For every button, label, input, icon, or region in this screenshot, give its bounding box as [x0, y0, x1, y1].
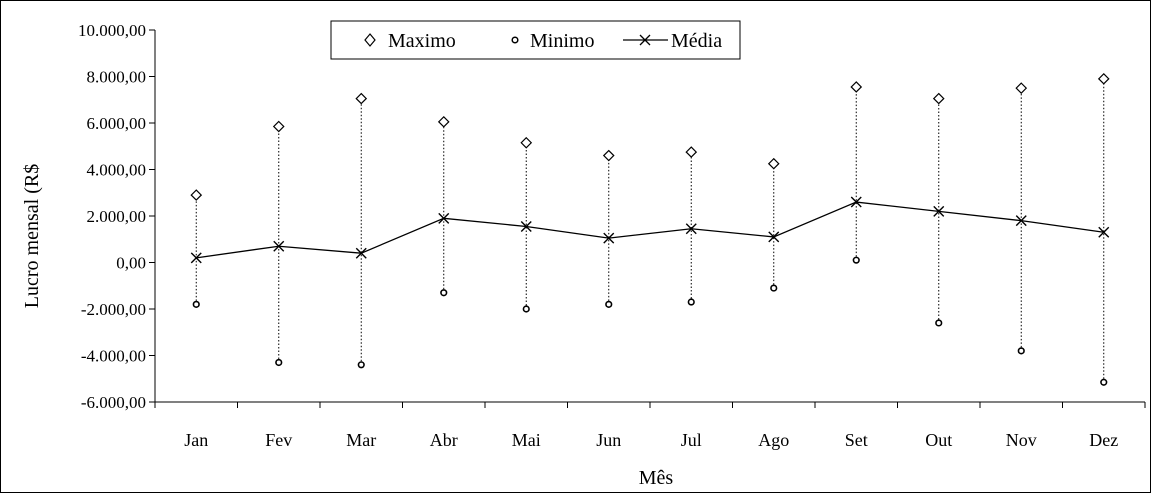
media-point	[768, 231, 780, 243]
maximo-point	[850, 81, 863, 93]
maximo-point	[1097, 72, 1110, 85]
y-tick-label: 10.000,00	[78, 21, 146, 40]
media-point	[1015, 215, 1027, 227]
x-tick-label: Jun	[596, 430, 621, 450]
media-line	[196, 201, 1104, 259]
y-tick-label: 8.000,00	[87, 68, 147, 87]
media-point	[603, 232, 615, 244]
x-tick-label: Jul	[681, 430, 702, 450]
maximo-point	[1015, 82, 1028, 94]
y-tick-label: -4.000,00	[81, 347, 146, 366]
legend: Maximo Minimo Média	[330, 20, 741, 60]
minimo-point	[522, 305, 530, 313]
y-tick-label: 4.000,00	[87, 161, 147, 180]
y-ticks: -6.000,00 -4.000,00 -2.000,00 0,00 2.000,00 4…	[78, 21, 155, 412]
legend-x-icon	[639, 34, 651, 46]
minimo-point	[192, 300, 200, 308]
media-point	[933, 205, 945, 217]
y-tick-label: 6.000,00	[87, 114, 147, 133]
x-tick-label: Abr	[430, 430, 458, 450]
y-tick-label: -2.000,00	[81, 300, 146, 319]
maximo-point	[190, 189, 203, 201]
legend-label-minimo: Minimo	[530, 30, 594, 52]
media-series	[190, 196, 1110, 264]
minimo-point	[770, 284, 778, 292]
maximo-point	[602, 149, 615, 162]
y-tick-label: 2.000,00	[87, 207, 147, 226]
media-point	[685, 223, 697, 235]
maximo-point	[685, 146, 698, 158]
x-tick-label: Out	[925, 430, 952, 450]
minimo-point	[275, 358, 283, 367]
y-tick-label: 0,00	[116, 254, 146, 273]
minimo-point	[605, 300, 613, 308]
x-axis-title: Mês	[639, 467, 674, 489]
minimo-series	[192, 256, 1108, 386]
maximo-point	[520, 136, 533, 149]
range-lines	[195, 78, 1105, 383]
legend-circle-icon	[511, 36, 519, 44]
legend-label-maximo: Maximo	[388, 30, 456, 52]
y-tick-label: -6.000,00	[81, 393, 146, 412]
x-tick-label: Nov	[1006, 430, 1037, 450]
x-tick-label: Ago	[758, 430, 789, 450]
minimo-point	[357, 361, 365, 369]
media-point	[190, 252, 202, 264]
x-tick-label: Fev	[265, 430, 292, 450]
media-point	[1098, 226, 1110, 238]
minimo-point	[935, 319, 943, 327]
axes	[154, 30, 1145, 403]
maximo-point	[437, 115, 450, 128]
minimo-point	[1100, 378, 1108, 386]
minimo-point	[1017, 347, 1025, 355]
maximo-point	[272, 120, 285, 133]
minimo-point	[440, 289, 448, 297]
x-tick-label: Set	[845, 430, 868, 450]
legend-label-media: Média	[671, 30, 722, 52]
maximo-point	[767, 157, 780, 170]
media-point	[438, 212, 450, 224]
media-point	[850, 196, 862, 208]
media-point	[520, 220, 532, 232]
legend-diamond-icon	[364, 33, 376, 47]
minimo-point	[852, 256, 860, 264]
x-ticks: Jan Fev Mar Abr Mai Jun Jul Ago Set Out Nov Dez	[154, 402, 1146, 450]
minimo-point	[687, 298, 695, 306]
media-point	[355, 247, 367, 259]
legend-box	[330, 20, 741, 60]
y-axis-title: Lucro mensal (R$	[21, 164, 43, 308]
maximo-point	[932, 92, 945, 105]
maximo-series	[190, 72, 1110, 201]
media-point	[273, 240, 285, 252]
x-tick-label: Dez	[1089, 430, 1118, 450]
x-tick-label: Jan	[184, 430, 208, 450]
x-tick-label: Mar	[346, 430, 376, 450]
maximo-point	[355, 92, 368, 105]
x-tick-label: Mai	[512, 430, 541, 450]
